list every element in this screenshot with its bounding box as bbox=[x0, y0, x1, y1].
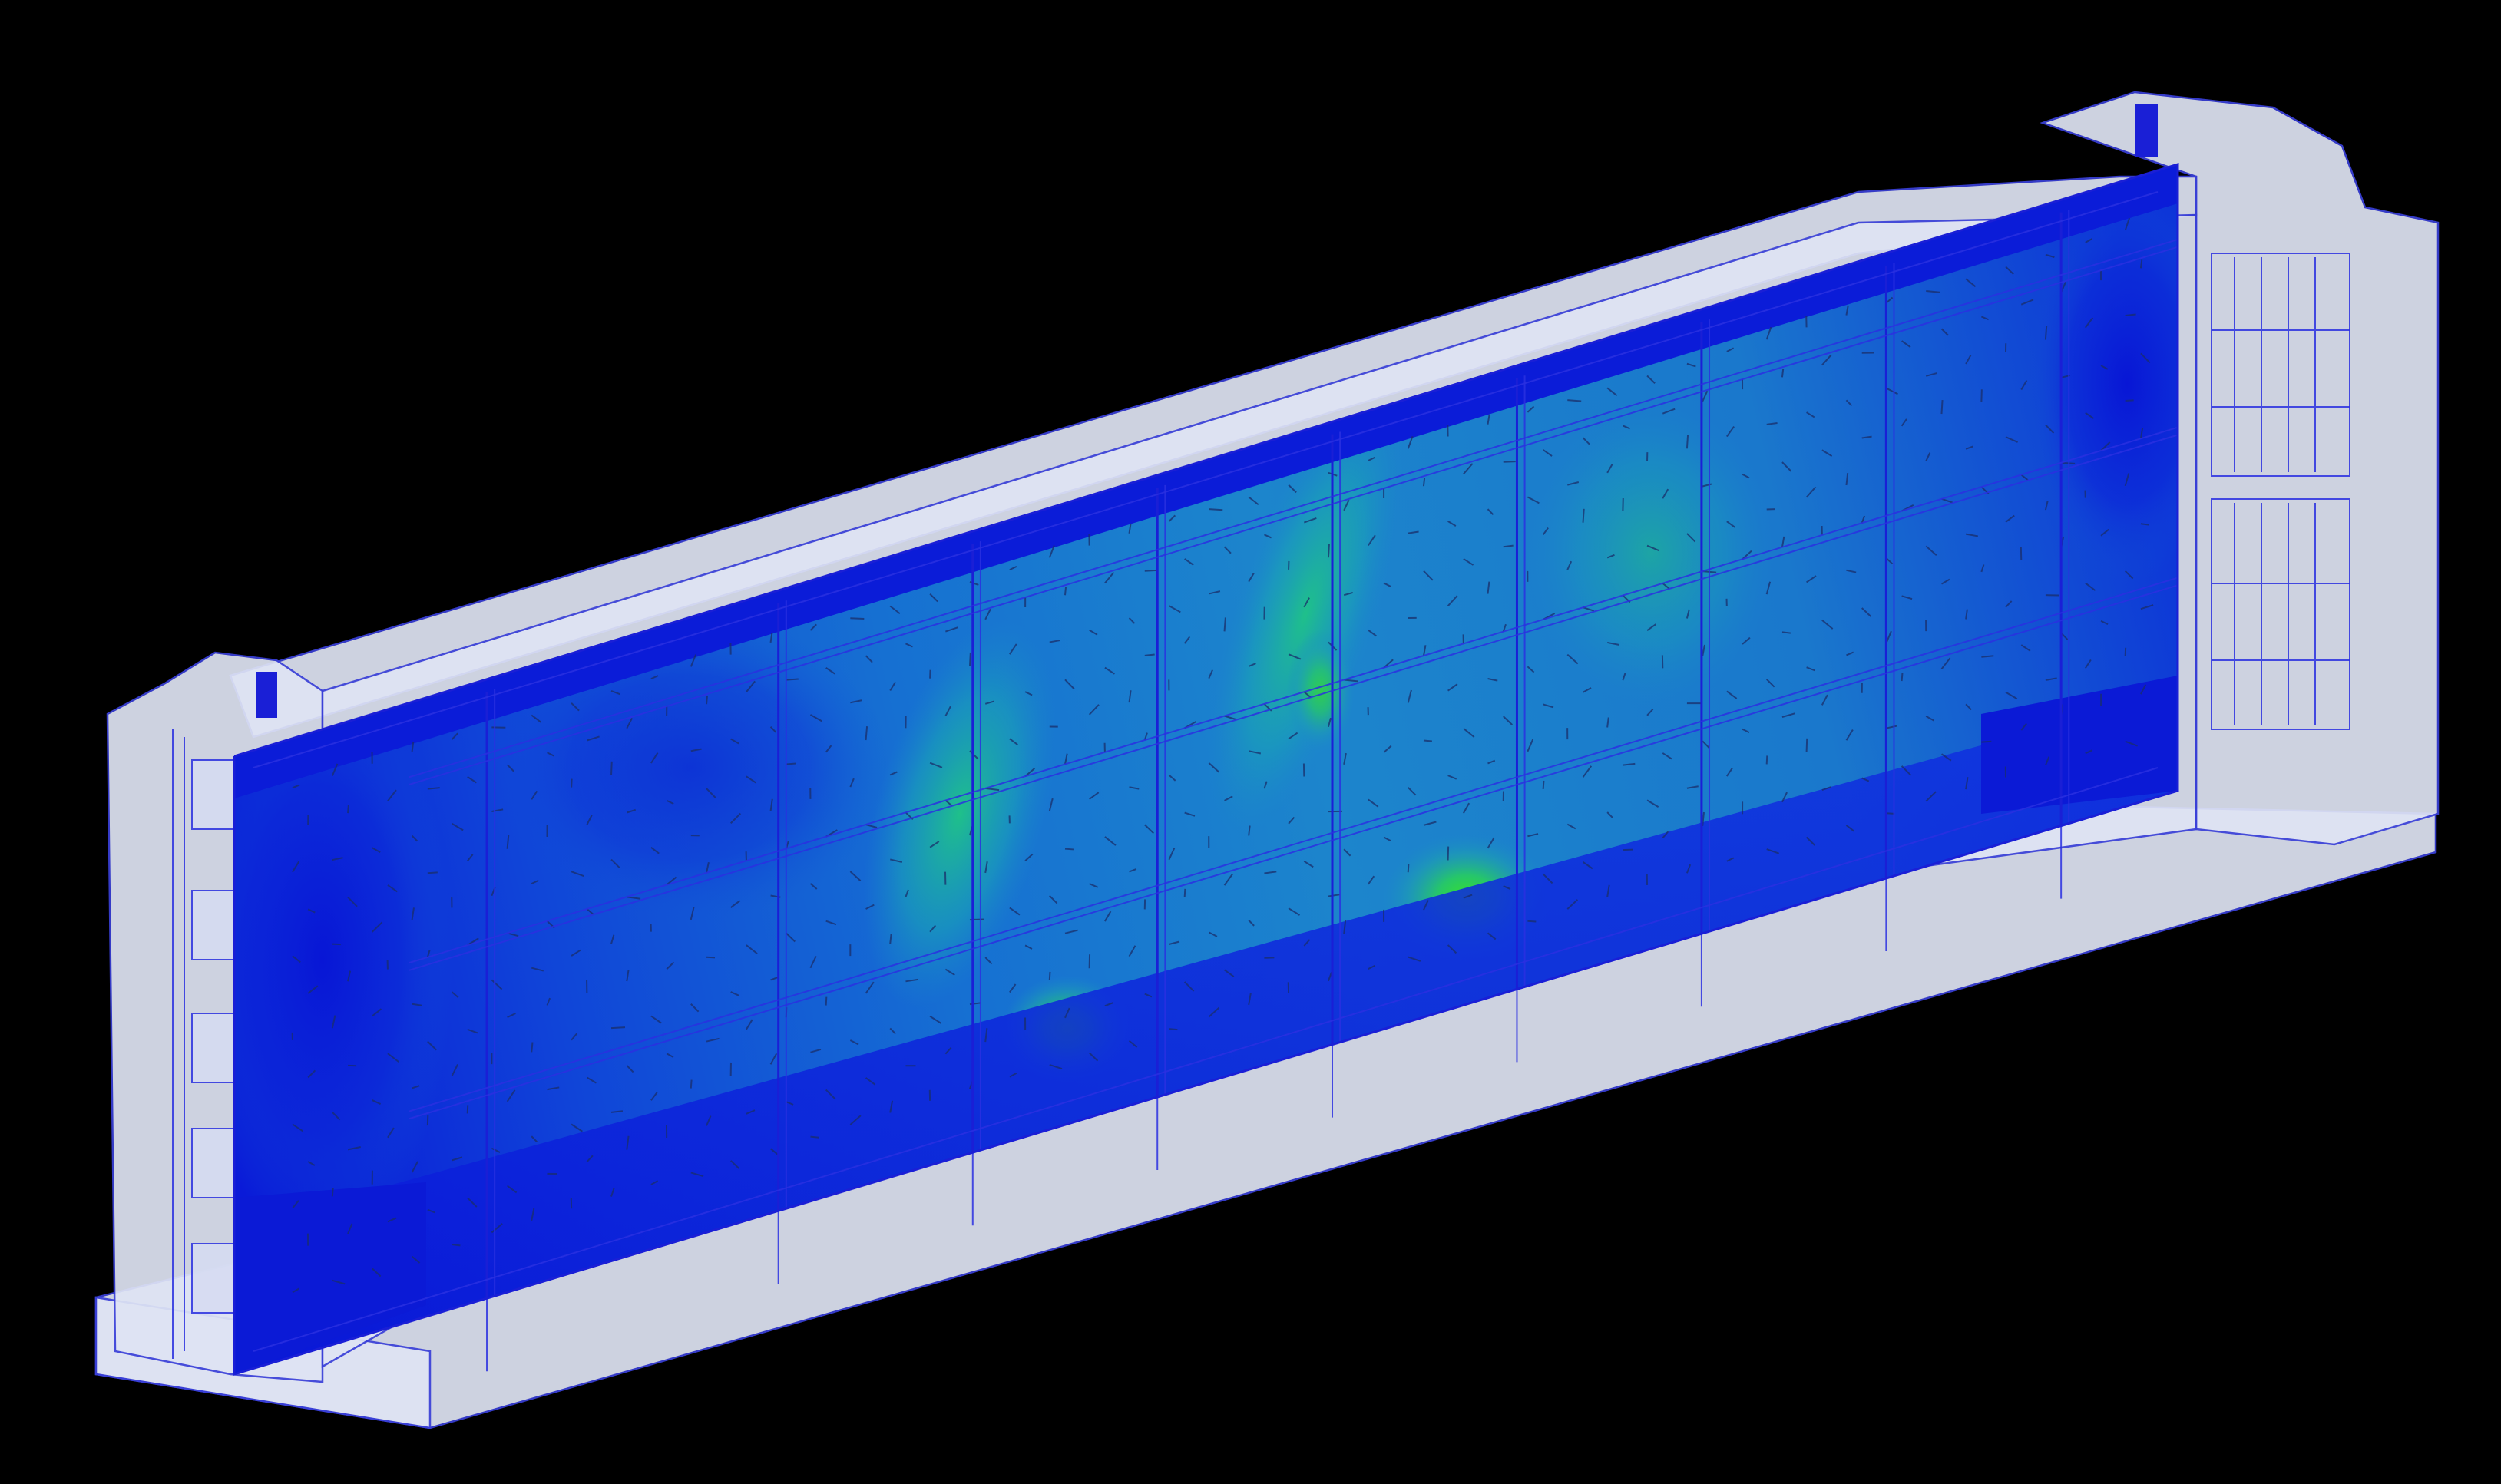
cfd-section-plane bbox=[234, 164, 2178, 1374]
vent-block-right bbox=[2135, 104, 2158, 157]
end-panel-grid bbox=[256, 104, 2350, 730]
vent-block-left bbox=[256, 672, 277, 718]
left-end-shelves bbox=[172, 729, 235, 1359]
velocity-vectors bbox=[291, 217, 2154, 1294]
wireframe-structure bbox=[233, 162, 2179, 1377]
